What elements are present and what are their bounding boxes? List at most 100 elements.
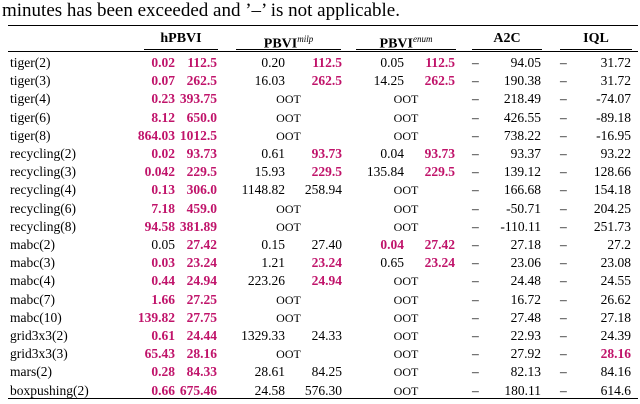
cell: 381.89 xyxy=(179,218,217,234)
cell: 426.55 xyxy=(503,109,541,125)
cell: 1.21 xyxy=(261,255,285,271)
row-label: tiger(3) xyxy=(10,73,51,89)
cell-oot: OOT xyxy=(393,183,419,198)
cell-oot: OOT xyxy=(393,201,419,216)
cell: 24.48 xyxy=(510,273,541,289)
cell-oot: OOT xyxy=(276,347,301,362)
cell: 23.06 xyxy=(510,255,541,271)
cell: 112.5 xyxy=(187,55,217,70)
cell: 93.37 xyxy=(510,146,541,161)
cmidrule xyxy=(144,49,218,50)
cell: 139.12 xyxy=(503,164,541,180)
cell: – xyxy=(472,55,479,70)
cell: 84.25 xyxy=(311,364,342,380)
cell: – xyxy=(472,309,479,325)
cell: 229.5 xyxy=(311,164,342,180)
cell: – xyxy=(560,91,567,107)
header-sup: enum xyxy=(412,34,433,44)
cell: 28.61 xyxy=(254,364,285,380)
cell: 27.42 xyxy=(186,237,217,252)
cell: 24.33 xyxy=(311,328,342,343)
cell: 262.5 xyxy=(186,73,217,89)
cell: 24.94 xyxy=(186,273,217,289)
cell: -110.11 xyxy=(500,218,541,234)
cell-oot: OOT xyxy=(276,292,301,307)
cell: 28.16 xyxy=(186,346,217,362)
cell: 675.46 xyxy=(179,382,217,398)
cell: – xyxy=(472,291,479,307)
cell: – xyxy=(560,237,567,252)
cell: – xyxy=(472,200,479,216)
cell: 0.28 xyxy=(151,364,175,380)
cell: – xyxy=(560,55,567,70)
cell: – xyxy=(560,364,567,380)
cell-oot: OOT xyxy=(393,219,419,234)
cell: 139.82 xyxy=(137,309,175,325)
cell: – xyxy=(472,364,479,380)
cell-oot: OOT xyxy=(276,219,301,234)
cell: 24.44 xyxy=(186,328,217,343)
cell: 180.11 xyxy=(504,382,541,398)
cell: 650.0 xyxy=(186,109,217,125)
cell: – xyxy=(560,291,567,307)
cell: – xyxy=(560,382,567,398)
row-label: mars(2) xyxy=(10,364,52,380)
cell: 27.75 xyxy=(186,309,217,325)
cell: 93.73 xyxy=(424,146,455,161)
cell: 166.68 xyxy=(503,182,541,198)
cell: 94.05 xyxy=(510,55,541,70)
cell: 14.25 xyxy=(373,73,404,89)
row-label: recycling(6) xyxy=(10,200,76,216)
cell: 576.30 xyxy=(304,382,342,398)
cell: – xyxy=(472,218,479,234)
cell: 24.39 xyxy=(600,328,631,343)
cell: 306.0 xyxy=(186,182,217,198)
cell-oot: OOT xyxy=(393,92,419,107)
row-label: recycling(2) xyxy=(10,146,76,161)
cell: 27.48 xyxy=(510,309,541,325)
row-label: tiger(4) xyxy=(10,91,51,107)
cell: 93.22 xyxy=(600,146,631,161)
row-label: recycling(4) xyxy=(10,182,76,198)
cell: 65.43 xyxy=(144,346,175,362)
cell: 8.12 xyxy=(151,109,175,125)
cell: 16.03 xyxy=(254,73,285,89)
cell-oot: OOT xyxy=(393,365,419,380)
cell: – xyxy=(472,182,479,198)
cell: 0.04 xyxy=(380,237,404,252)
header-sup: milp xyxy=(297,34,314,44)
cell: – xyxy=(472,91,479,107)
header-rule xyxy=(8,51,638,52)
cell: 27.25 xyxy=(186,291,217,307)
cell: – xyxy=(560,273,567,289)
cell-oot: OOT xyxy=(393,383,419,398)
cell: 1.66 xyxy=(151,291,175,307)
cell: – xyxy=(560,146,567,161)
cell-oot: OOT xyxy=(276,201,301,216)
column-header: IQL xyxy=(556,30,636,48)
cell: – xyxy=(472,237,479,252)
column-header: PBVImilp xyxy=(232,30,345,54)
cell: 0.042 xyxy=(144,164,175,180)
cell: – xyxy=(560,127,567,143)
cell: – xyxy=(560,346,567,362)
cell: 7.18 xyxy=(151,200,175,216)
cell-oot: OOT xyxy=(276,92,301,107)
cell: -50.71 xyxy=(506,200,541,216)
cell: 26.62 xyxy=(600,291,631,307)
cell-oot: OOT xyxy=(276,110,301,125)
cell: 0.61 xyxy=(261,146,285,161)
cell: 223.26 xyxy=(247,273,285,289)
row-label: recycling(8) xyxy=(10,218,76,234)
cell: 31.72 xyxy=(600,73,631,89)
row-label: grid3x3(2) xyxy=(10,328,68,343)
header-text: hPBVI xyxy=(160,31,202,46)
column-header: A2C xyxy=(468,30,546,48)
cell: 738.22 xyxy=(503,127,541,143)
cell: – xyxy=(472,328,479,343)
cell: – xyxy=(560,164,567,180)
cell: – xyxy=(472,382,479,398)
row-label: mabc(4) xyxy=(10,273,55,289)
cell: 15.93 xyxy=(254,164,285,180)
